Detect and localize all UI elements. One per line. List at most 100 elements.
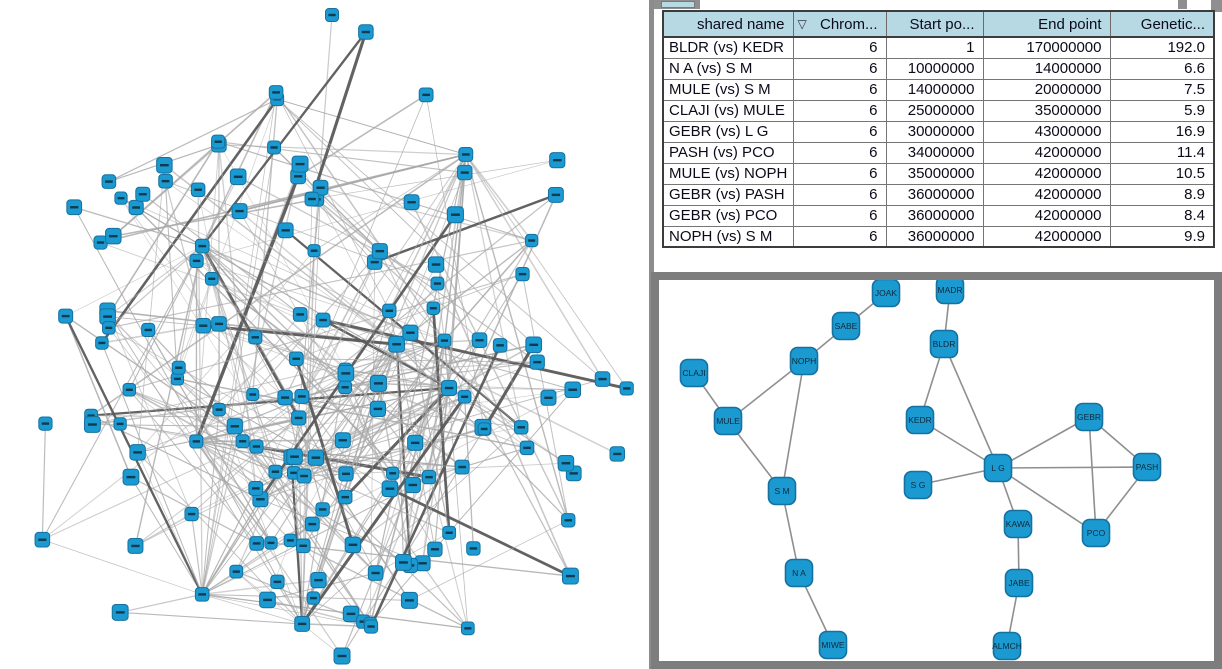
overview-node[interactable] bbox=[437, 333, 452, 348]
overview-node[interactable] bbox=[93, 235, 108, 250]
overview-node[interactable] bbox=[306, 591, 321, 605]
table-cell[interactable]: 170000000 bbox=[982, 36, 1111, 59]
overview-node[interactable] bbox=[267, 140, 282, 155]
overview-node[interactable] bbox=[334, 432, 351, 449]
overview-node[interactable] bbox=[471, 332, 488, 348]
table-cell[interactable]: 42000000 bbox=[982, 162, 1111, 185]
overview-node[interactable] bbox=[609, 446, 625, 462]
overview-node[interactable] bbox=[381, 480, 399, 498]
overview-node[interactable] bbox=[259, 591, 276, 609]
table-cell[interactable]: 42000000 bbox=[982, 141, 1111, 164]
table-cell[interactable]: 8.9 bbox=[1109, 183, 1215, 206]
overview-node[interactable] bbox=[402, 324, 419, 341]
table-cell[interactable]: 11.4 bbox=[1109, 141, 1215, 164]
table-row[interactable]: PASH (vs) PCO 6 34000000 42000000 11.4 bbox=[662, 141, 1215, 164]
overview-node[interactable] bbox=[292, 307, 308, 322]
overview-node[interactable] bbox=[122, 468, 140, 486]
table-cell[interactable]: BLDR (vs) KEDR bbox=[662, 36, 794, 59]
table-cell[interactable]: 36000000 bbox=[885, 204, 984, 227]
overview-node[interactable] bbox=[561, 513, 576, 528]
overview-node[interactable] bbox=[344, 536, 362, 554]
overview-node[interactable] bbox=[129, 444, 146, 461]
overview-node[interactable] bbox=[194, 587, 210, 602]
overview-node[interactable] bbox=[190, 182, 206, 198]
overview-node[interactable] bbox=[338, 380, 353, 395]
table-cell[interactable]: 35000000 bbox=[885, 162, 984, 185]
overview-node[interactable] bbox=[296, 468, 312, 484]
overview-node[interactable] bbox=[226, 418, 243, 435]
overview-node[interactable] bbox=[268, 464, 283, 479]
overview-node[interactable] bbox=[83, 416, 101, 433]
overview-node[interactable] bbox=[427, 541, 443, 557]
overview-node[interactable] bbox=[458, 147, 474, 162]
table-cell[interactable]: 35000000 bbox=[982, 99, 1111, 122]
overview-node[interactable] bbox=[122, 383, 137, 397]
overview-node[interactable] bbox=[270, 574, 285, 590]
overview-node[interactable] bbox=[619, 381, 634, 396]
table-cell[interactable]: PASH (vs) PCO bbox=[662, 141, 794, 164]
overview-node[interactable] bbox=[307, 244, 321, 258]
overview-node[interactable] bbox=[141, 322, 156, 338]
table-cell[interactable]: 36000000 bbox=[885, 183, 984, 206]
overview-node[interactable] bbox=[557, 454, 575, 472]
overview-node[interactable] bbox=[457, 164, 473, 181]
table-cell[interactable]: 5.9 bbox=[1109, 99, 1215, 122]
column-header-shared-name[interactable]: shared name bbox=[662, 10, 794, 38]
table-cell[interactable]: 6 bbox=[792, 141, 887, 164]
overview-node[interactable] bbox=[204, 272, 219, 286]
column-header-start-position[interactable]: Start po... bbox=[885, 10, 984, 38]
network-node-claji[interactable]: CLAJI bbox=[679, 358, 709, 388]
network-node-almch[interactable]: ALMCH bbox=[992, 631, 1022, 661]
overview-node[interactable] bbox=[304, 516, 320, 532]
overview-node[interactable] bbox=[403, 194, 420, 211]
table-row[interactable]: GEBR (vs) PASH 6 36000000 42000000 8.9 bbox=[662, 183, 1215, 206]
overview-node[interactable] bbox=[34, 531, 51, 548]
network-node-miwe[interactable]: MIWE bbox=[818, 630, 848, 660]
table-cell[interactable]: 8.4 bbox=[1109, 204, 1215, 227]
overview-node[interactable] bbox=[525, 233, 539, 248]
overview-node[interactable] bbox=[184, 506, 199, 522]
overview-node[interactable] bbox=[441, 380, 458, 397]
overview-node[interactable] bbox=[195, 317, 212, 334]
overview-node[interactable] bbox=[229, 564, 244, 579]
table-cell[interactable]: 6 bbox=[792, 183, 887, 206]
table-row[interactable]: N A (vs) S M 6 10000000 14000000 6.6 bbox=[662, 57, 1215, 80]
overview-node[interactable] bbox=[312, 179, 329, 196]
overview-node[interactable] bbox=[283, 533, 298, 548]
overview-node[interactable] bbox=[404, 476, 421, 494]
overview-node[interactable] bbox=[492, 338, 508, 353]
overview-node[interactable] bbox=[249, 536, 264, 551]
table-row[interactable]: CLAJI (vs) MULE 6 25000000 35000000 5.9 bbox=[662, 99, 1215, 122]
overview-node[interactable] bbox=[66, 199, 83, 216]
table-row[interactable]: GEBR (vs) L G 6 30000000 43000000 16.9 bbox=[662, 120, 1215, 143]
table-cell[interactable]: 6 bbox=[792, 36, 887, 59]
overview-node[interactable] bbox=[105, 227, 122, 245]
network-node-jabe[interactable]: JABE bbox=[1004, 568, 1034, 598]
table-cell[interactable]: 42000000 bbox=[982, 204, 1111, 227]
table-scroll-button[interactable] bbox=[1211, 0, 1222, 12]
table-cell[interactable]: 14000000 bbox=[885, 78, 984, 101]
overview-node[interactable] bbox=[101, 174, 117, 189]
overview-node[interactable] bbox=[229, 168, 247, 186]
overview-node[interactable] bbox=[519, 440, 535, 456]
overview-node[interactable] bbox=[442, 525, 457, 540]
table-cell[interactable]: 14000000 bbox=[982, 57, 1111, 80]
overview-node[interactable] bbox=[371, 243, 388, 260]
table-cell[interactable]: MULE (vs) S M bbox=[662, 78, 794, 101]
overview-node[interactable] bbox=[189, 253, 204, 269]
overview-node[interactable] bbox=[291, 410, 307, 426]
table-cell[interactable]: 43000000 bbox=[982, 120, 1111, 143]
overview-node[interactable] bbox=[235, 434, 250, 449]
table-cell[interactable]: 30000000 bbox=[885, 120, 984, 143]
network-node-madr[interactable]: MADR bbox=[935, 280, 965, 305]
overview-node[interactable] bbox=[102, 321, 116, 335]
network-node-sg[interactable]: S G bbox=[903, 470, 933, 500]
overview-node[interactable] bbox=[291, 155, 309, 173]
table-cell[interactable]: 192.0 bbox=[1109, 36, 1215, 59]
overview-node[interactable] bbox=[294, 389, 310, 404]
overview-node[interactable] bbox=[594, 371, 611, 387]
overview-node[interactable] bbox=[421, 469, 437, 485]
table-cell[interactable]: N A (vs) S M bbox=[662, 57, 794, 80]
overview-node[interactable] bbox=[386, 466, 400, 480]
overview-node[interactable] bbox=[418, 87, 434, 103]
